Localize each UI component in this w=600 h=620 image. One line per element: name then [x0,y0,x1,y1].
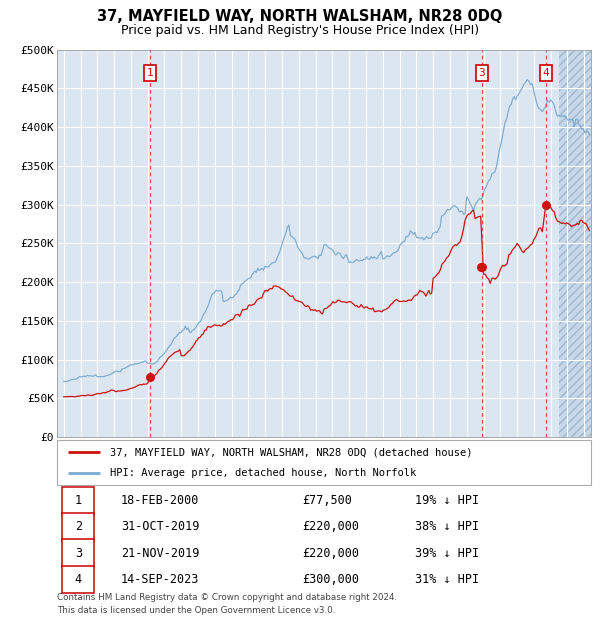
Text: 1: 1 [146,68,153,78]
Text: 3: 3 [75,547,82,559]
Text: 3: 3 [478,68,485,78]
Text: 31% ↓ HPI: 31% ↓ HPI [415,573,479,585]
FancyBboxPatch shape [57,440,591,485]
FancyBboxPatch shape [62,565,94,593]
Text: 37, MAYFIELD WAY, NORTH WALSHAM, NR28 0DQ: 37, MAYFIELD WAY, NORTH WALSHAM, NR28 0D… [97,9,503,24]
Text: 4: 4 [75,573,82,585]
Text: 2: 2 [75,521,82,533]
FancyBboxPatch shape [62,487,94,515]
Text: Price paid vs. HM Land Registry's House Price Index (HPI): Price paid vs. HM Land Registry's House … [121,24,479,37]
Text: 1: 1 [75,495,82,507]
Text: Contains HM Land Registry data © Crown copyright and database right 2024.: Contains HM Land Registry data © Crown c… [57,593,397,602]
Text: £300,000: £300,000 [302,573,359,585]
Text: 31-OCT-2019: 31-OCT-2019 [121,521,199,533]
Text: £220,000: £220,000 [302,521,359,533]
Text: HPI: Average price, detached house, North Norfolk: HPI: Average price, detached house, Nort… [110,467,416,478]
FancyBboxPatch shape [62,539,94,567]
Text: 19% ↓ HPI: 19% ↓ HPI [415,495,479,507]
Text: This data is licensed under the Open Government Licence v3.0.: This data is licensed under the Open Gov… [57,606,335,614]
Text: £220,000: £220,000 [302,547,359,559]
Text: 21-NOV-2019: 21-NOV-2019 [121,547,199,559]
Text: 18-FEB-2000: 18-FEB-2000 [121,495,199,507]
Text: 14-SEP-2023: 14-SEP-2023 [121,573,199,585]
Text: 38% ↓ HPI: 38% ↓ HPI [415,521,479,533]
Text: 4: 4 [542,68,549,78]
Text: 39% ↓ HPI: 39% ↓ HPI [415,547,479,559]
Bar [559,50,591,437]
Text: £77,500: £77,500 [302,495,353,507]
FancyBboxPatch shape [62,513,94,541]
Bar [559,50,591,437]
Text: 37, MAYFIELD WAY, NORTH WALSHAM, NR28 0DQ (detached house): 37, MAYFIELD WAY, NORTH WALSHAM, NR28 0D… [110,447,473,458]
